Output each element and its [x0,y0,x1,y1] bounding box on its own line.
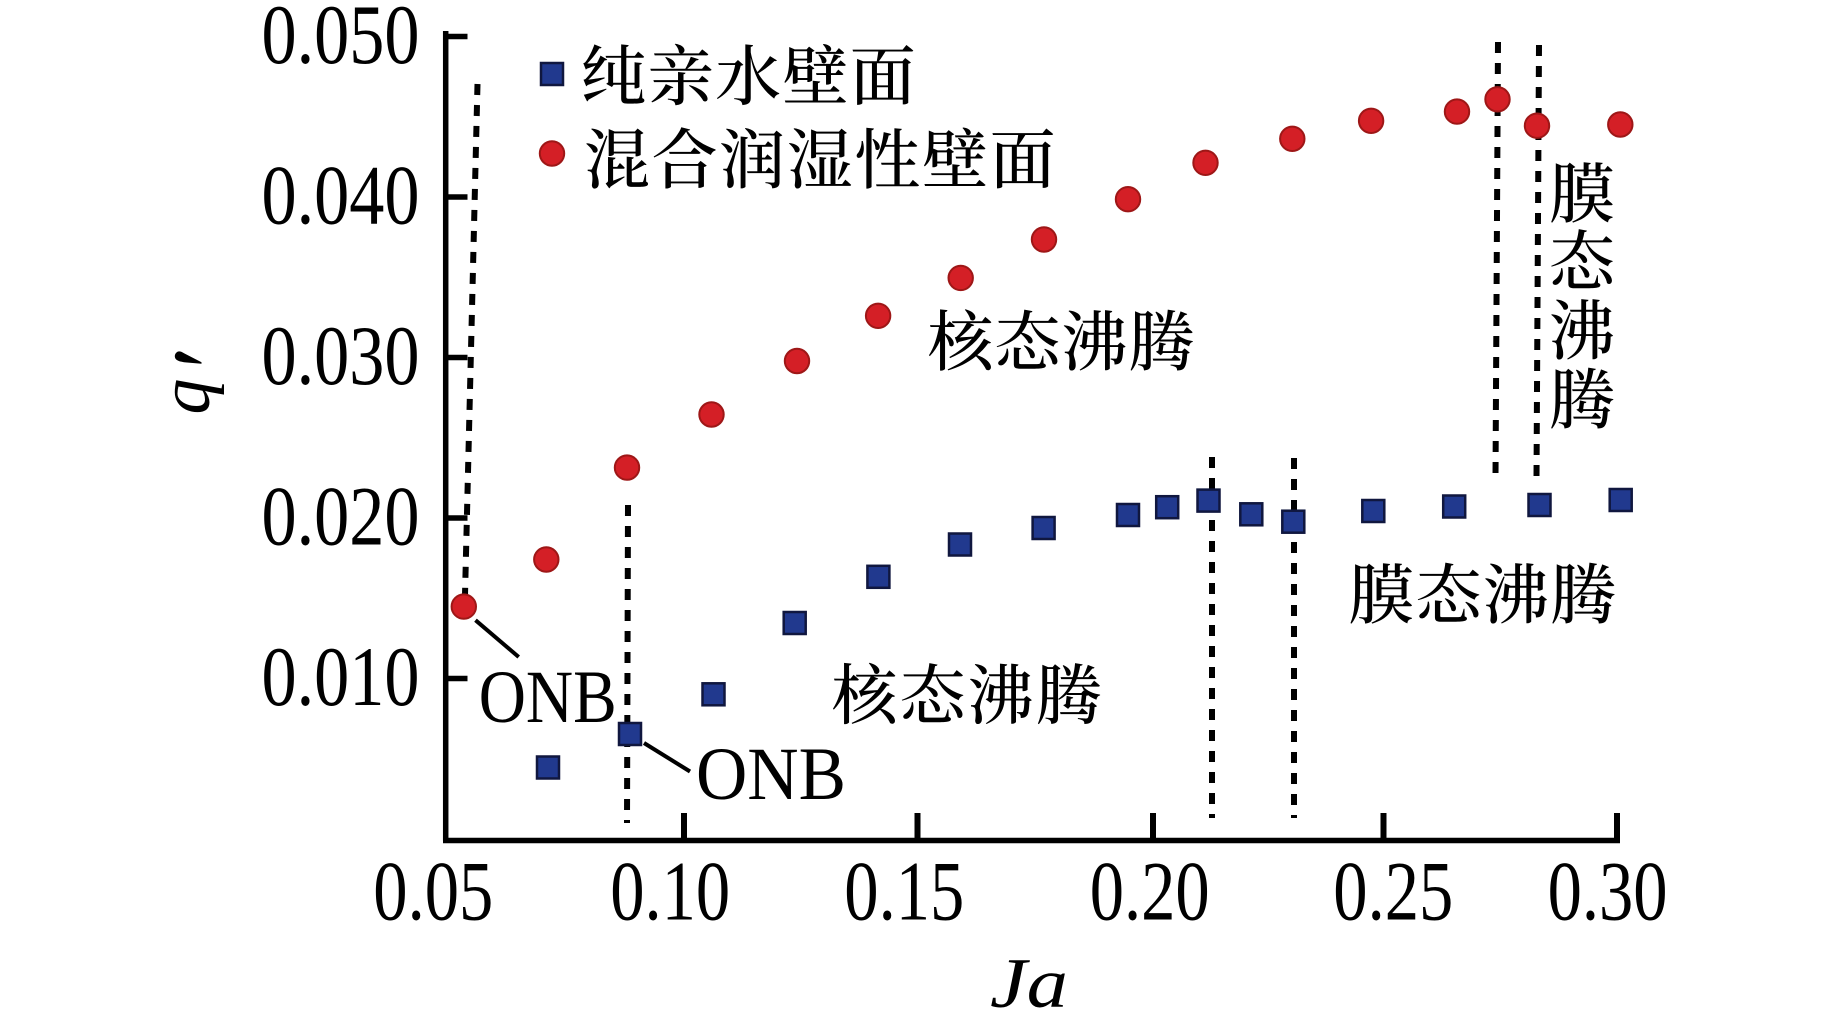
svg-text:0.040: 0.040 [262,150,420,243]
svg-text:0.10: 0.10 [610,846,730,939]
svg-text:q: q [145,379,225,415]
svg-text:0.30: 0.30 [1548,846,1668,939]
svg-text:0.010: 0.010 [262,631,420,724]
svg-text:ONB: ONB [479,656,617,739]
svg-text:0.20: 0.20 [1090,846,1210,939]
svg-text:Ja: Ja [990,945,1068,1016]
svg-text:0.05: 0.05 [373,846,493,939]
svg-text:0.050: 0.050 [262,0,420,82]
svg-text:0.25: 0.25 [1333,846,1453,939]
svg-text:0.020: 0.020 [262,471,420,564]
svg-text:0.030: 0.030 [262,310,420,403]
svg-text:0.15: 0.15 [844,846,964,939]
svg-text:ONB: ONB [696,733,846,816]
